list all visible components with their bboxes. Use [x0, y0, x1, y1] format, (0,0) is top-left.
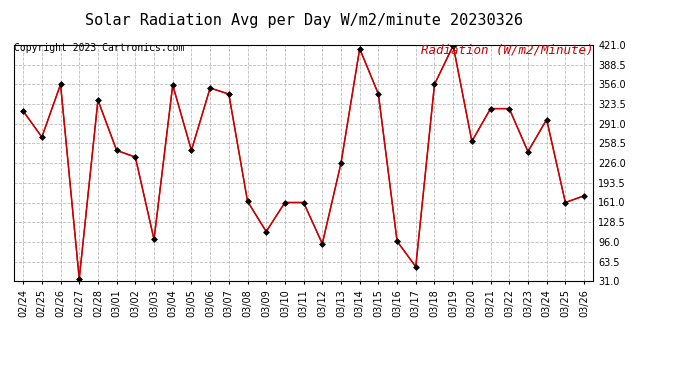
Text: Solar Radiation Avg per Day W/m2/minute 20230326: Solar Radiation Avg per Day W/m2/minute …	[85, 13, 522, 28]
Text: Radiation (W/m2/Minute): Radiation (W/m2/Minute)	[421, 43, 593, 56]
Text: Copyright 2023 Cartronics.com: Copyright 2023 Cartronics.com	[14, 43, 184, 53]
